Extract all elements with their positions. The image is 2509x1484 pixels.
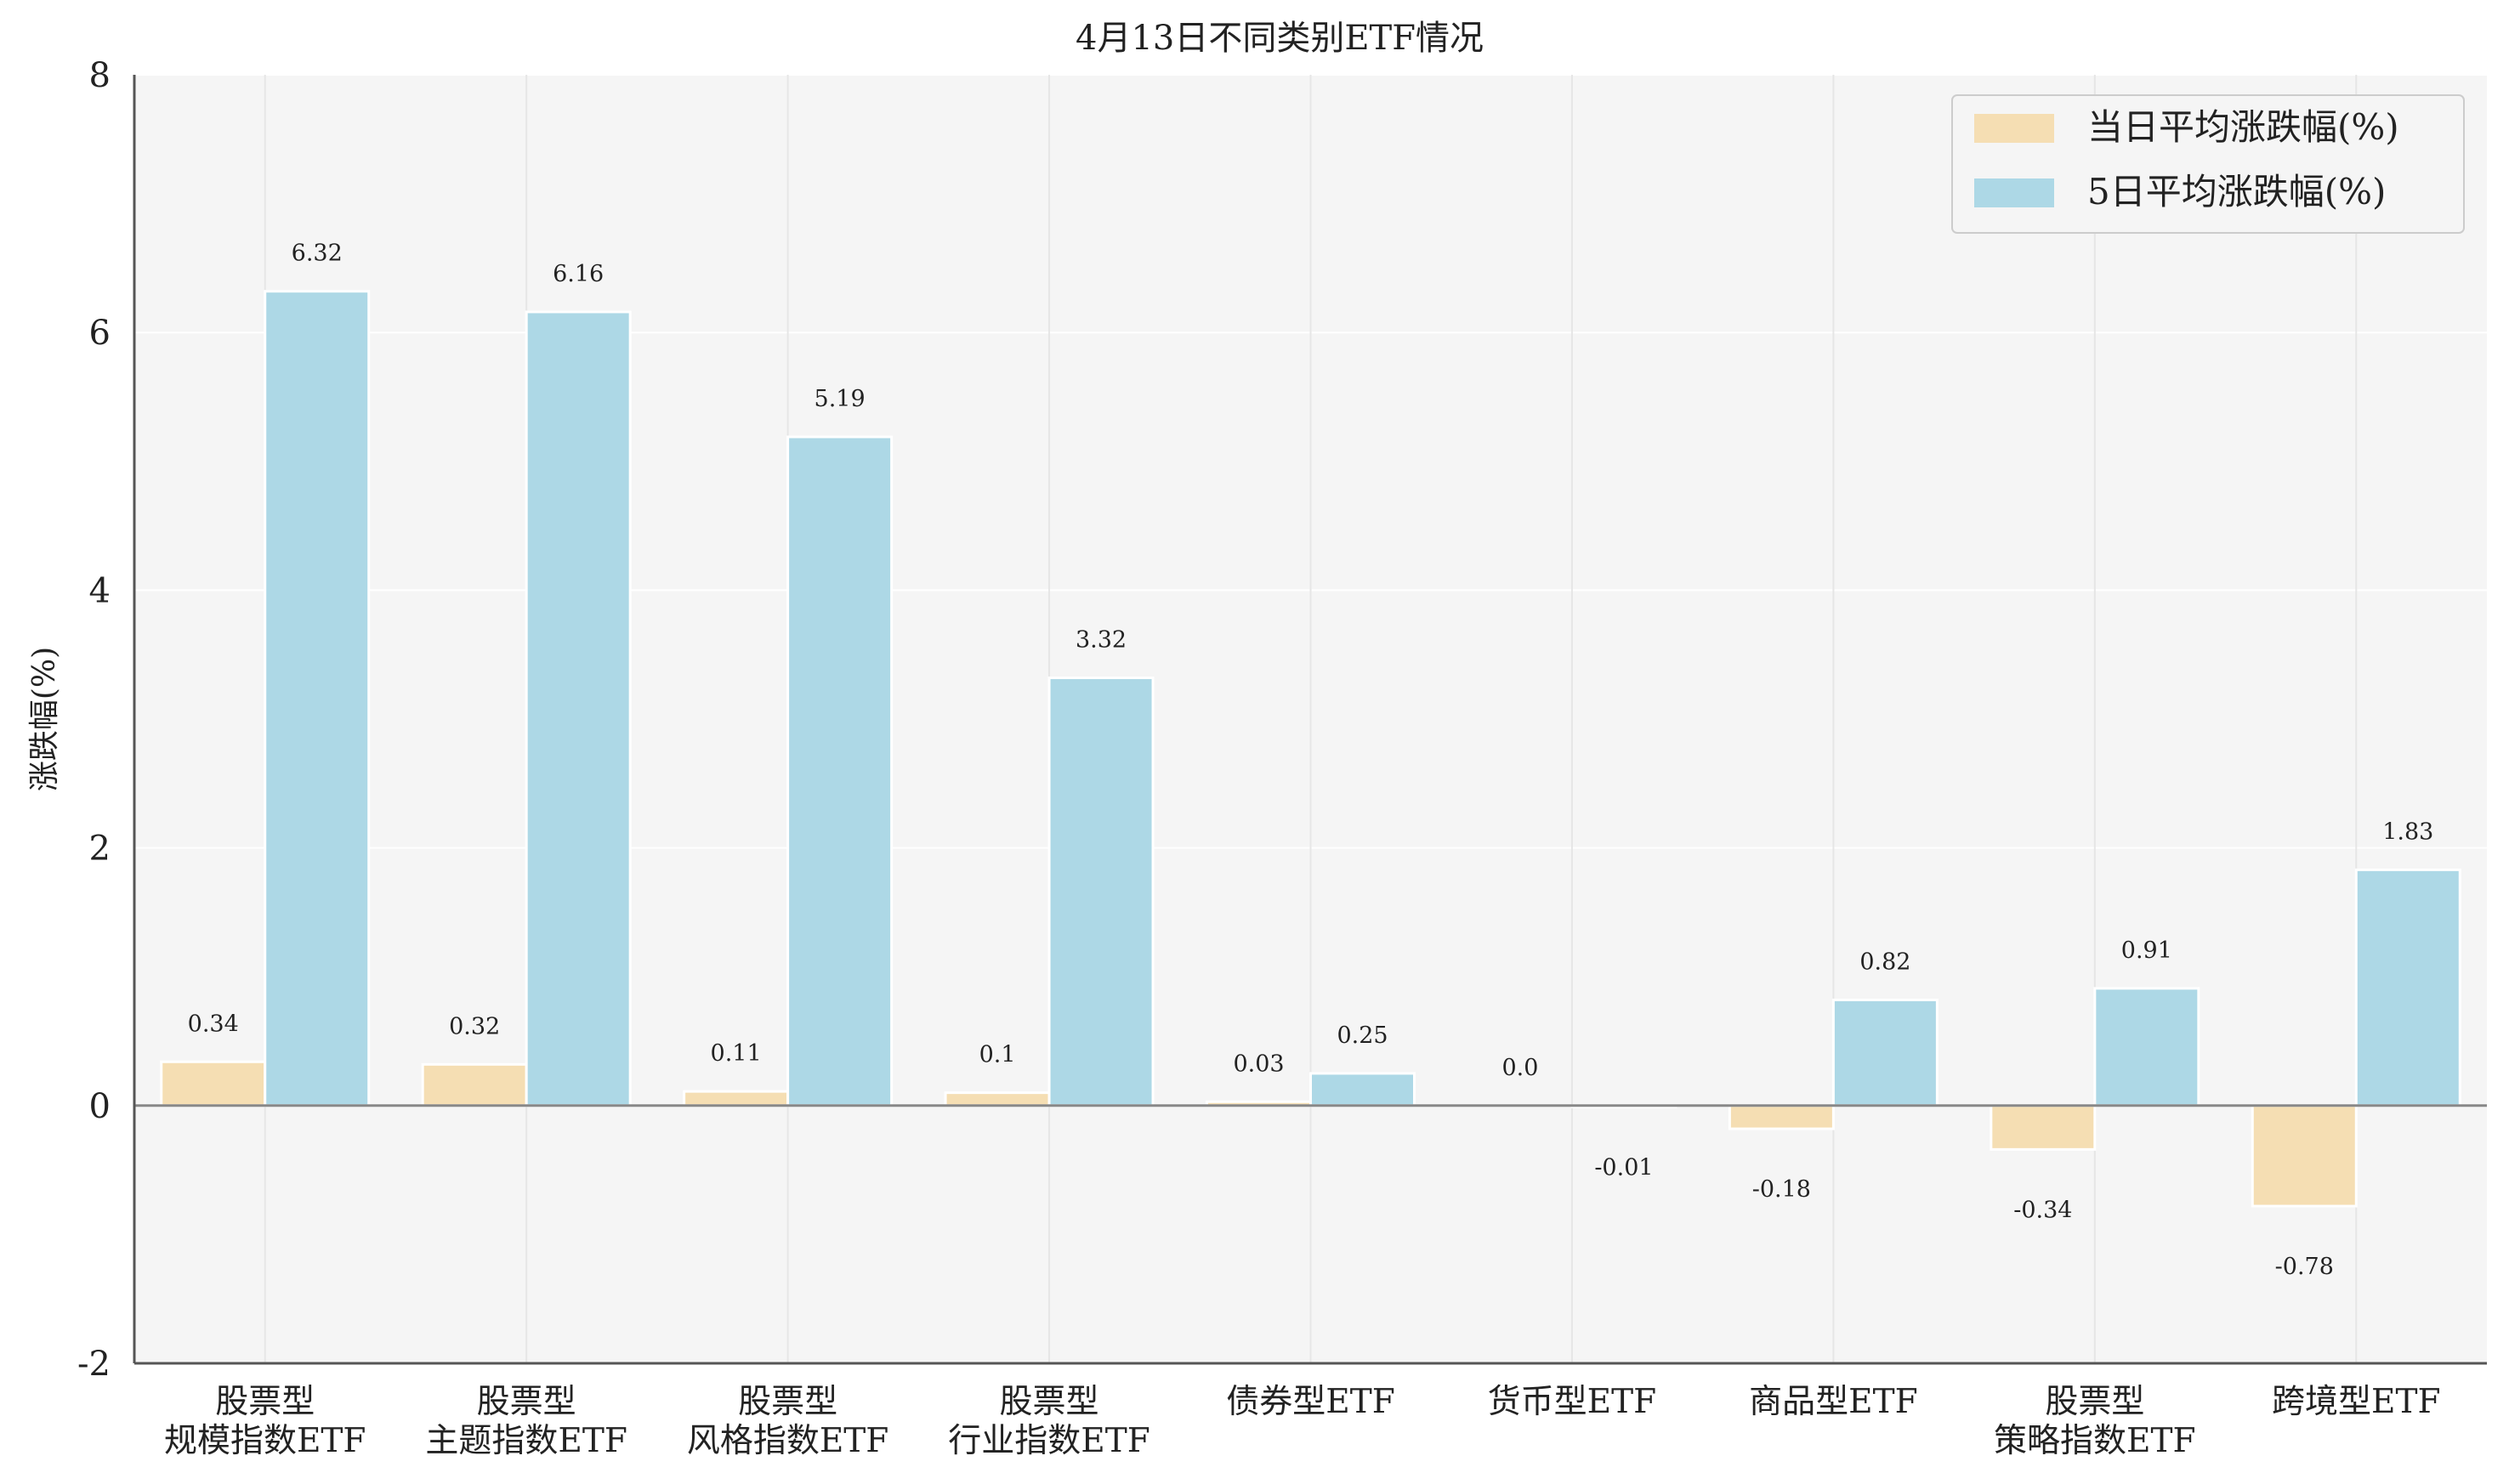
- bar-series-1: [683, 1090, 790, 1107]
- legend-label: 当日平均涨跌幅(%): [2087, 106, 2399, 148]
- x-tick-label-line: 货币型ETF: [1488, 1383, 1657, 1421]
- axes: [133, 75, 2487, 1365]
- x-tick-label-line: 股票型: [2045, 1383, 2144, 1421]
- x-tick-label: 债券型ETF: [1226, 1383, 1395, 1421]
- x-tick-label-line: 行业指数ETF: [948, 1422, 1150, 1460]
- data-label: -0.78: [2275, 1254, 2334, 1280]
- legend-label: 5日平均涨跌幅(%): [2087, 171, 2386, 212]
- x-tick-label-line: 跨境型ETF: [2272, 1383, 2441, 1421]
- x-tick-label-line: 风格指数ETF: [687, 1422, 889, 1460]
- x-tick-label-line: 股票型: [215, 1383, 315, 1421]
- x-tick-label-line: 规模指数ETF: [164, 1422, 366, 1460]
- data-label: 0.1: [979, 1042, 1016, 1068]
- data-label: 6.32: [292, 241, 343, 267]
- x-tick-label-line: 商品型ETF: [1749, 1383, 1918, 1421]
- x-tick-label: 股票型主题指数ETF: [425, 1383, 627, 1460]
- y-tick-labels: -2 0 2 4 6 8: [77, 56, 111, 1384]
- data-label: 5.19: [815, 386, 866, 412]
- legend-swatch: [1974, 178, 2054, 207]
- legend-box: [1951, 94, 2465, 234]
- data-label: 1.83: [2382, 818, 2433, 845]
- data-label: -0.18: [1752, 1176, 1811, 1203]
- data-label: 0.03: [1233, 1051, 1284, 1077]
- bar-series-1: [160, 1060, 267, 1107]
- data-label: 3.32: [1076, 626, 1127, 653]
- legend-swatch: [1974, 114, 2054, 143]
- y-tick-label: 0: [89, 1087, 111, 1126]
- data-labels: 0.34 0.32 0.11 0.1 0.03 0.0 -0.18 -0.34 -0.78 6.3…: [188, 241, 2434, 1280]
- y-tick-label: 6: [89, 314, 111, 353]
- y-tick-label: -2: [77, 1345, 111, 1384]
- bar-series-2: [264, 290, 371, 1107]
- bar-series-2: [1831, 998, 1939, 1107]
- x-tick-label-line: 债券型ETF: [1226, 1383, 1395, 1421]
- x-tick-label-line: 主题指数ETF: [425, 1422, 627, 1460]
- x-tick-label-line: 股票型: [738, 1383, 837, 1421]
- bar-series-1: [421, 1062, 528, 1107]
- bar-series-1: [944, 1091, 1051, 1107]
- data-label: 0.91: [2121, 937, 2172, 964]
- data-label: 0.82: [1859, 949, 1910, 975]
- x-tick-label: 股票型行业指数ETF: [948, 1383, 1150, 1460]
- data-label: 6.16: [553, 261, 604, 287]
- bar-series-2: [1309, 1072, 1416, 1107]
- data-label: 0.0: [1501, 1055, 1538, 1081]
- y-axis-label: 涨跌幅(%): [27, 647, 62, 791]
- bar-series-2: [786, 435, 894, 1107]
- bar-series-2: [525, 310, 632, 1107]
- x-tick-label-line: 股票型: [477, 1383, 576, 1421]
- data-label: -0.01: [1594, 1154, 1653, 1181]
- bar-series-1: [1728, 1104, 1835, 1130]
- y-tick-label: 8: [89, 56, 111, 95]
- y-tick-label: 4: [89, 571, 111, 610]
- x-tick-label: 商品型ETF: [1749, 1383, 1918, 1421]
- bar-series-1: [2251, 1104, 2358, 1208]
- data-label: 0.11: [711, 1040, 762, 1067]
- data-label: -0.34: [2013, 1197, 2072, 1223]
- data-label: 0.32: [449, 1013, 500, 1039]
- x-tick-label: 股票型风格指数ETF: [687, 1383, 889, 1460]
- data-label: 0.25: [1337, 1022, 1388, 1049]
- bar-series-1: [1990, 1104, 2097, 1151]
- bar-series-2: [2093, 987, 2200, 1107]
- x-tick-label: 货币型ETF: [1488, 1383, 1657, 1421]
- bar-series-2: [2354, 868, 2461, 1107]
- x-tick-label: 跨境型ETF: [2272, 1383, 2441, 1421]
- y-tick-label: 2: [89, 830, 111, 869]
- x-tick-label-line: 股票型: [1000, 1383, 1099, 1421]
- legend: 当日平均涨跌幅(%) 5日平均涨跌幅(%): [1951, 94, 2465, 234]
- x-tick-label: 股票型策略指数ETF: [1994, 1383, 2196, 1460]
- x-tick-label-line: 策略指数ETF: [1994, 1422, 2196, 1460]
- bar-series-2: [1047, 676, 1155, 1107]
- x-tick-label: 股票型规模指数ETF: [164, 1383, 366, 1460]
- chart-title: 4月13日不同类别ETF情况: [1076, 19, 1484, 58]
- x-tick-labels: 股票型规模指数ETF股票型主题指数ETF股票型风格指数ETF股票型行业指数ETF…: [164, 1383, 2441, 1460]
- data-label: 0.34: [188, 1011, 239, 1037]
